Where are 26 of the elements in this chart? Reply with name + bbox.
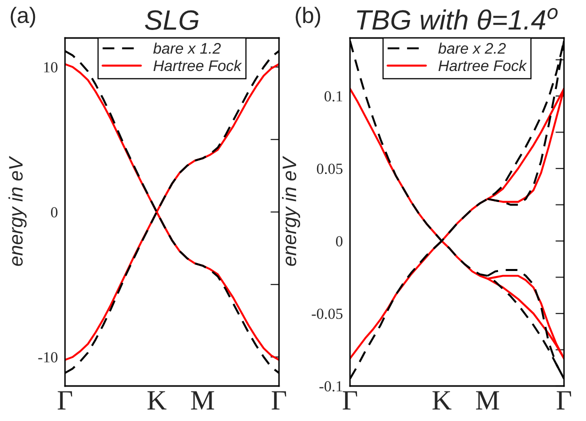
x-tick-label: Γ [272,391,286,410]
chart-title: SLG [144,10,199,30]
x-tick-label: M [191,391,214,410]
y-tick-label: 0 [51,207,58,218]
text: (b) [296,6,320,28]
y-tick-label: -10 [38,352,58,362]
y-tick-label: -0.1 [319,381,342,392]
legend-label: Hartree Fock [438,60,527,72]
legend-label: bare x 1.2 [153,42,221,54]
x-tick-label: M [476,391,500,410]
y-axis-title: energy in eV [8,156,27,266]
x-tick-label: Γ [556,391,572,410]
y-tick-label: 0.05 [316,164,342,174]
text: (a) [10,6,36,28]
y-tick-label: 10 [44,62,58,72]
x-tick-label: K [432,391,452,410]
y-tick-label: -0.05 [312,308,342,320]
chart-title: TBG with θ=1.4$^{o}$ [356,8,558,30]
x-tick-label: K [147,391,166,410]
x-tick-label: Γ [342,391,358,410]
x-tick-label: Γ [58,391,72,410]
legend-label: bare x 2.2 [438,42,506,54]
legend-label: Hartree Fock [154,60,242,72]
y-tick-label: 0 [336,236,342,246]
y-axis-title: energy in eV [282,156,300,266]
y-tick-label: 0.1 [324,91,342,102]
